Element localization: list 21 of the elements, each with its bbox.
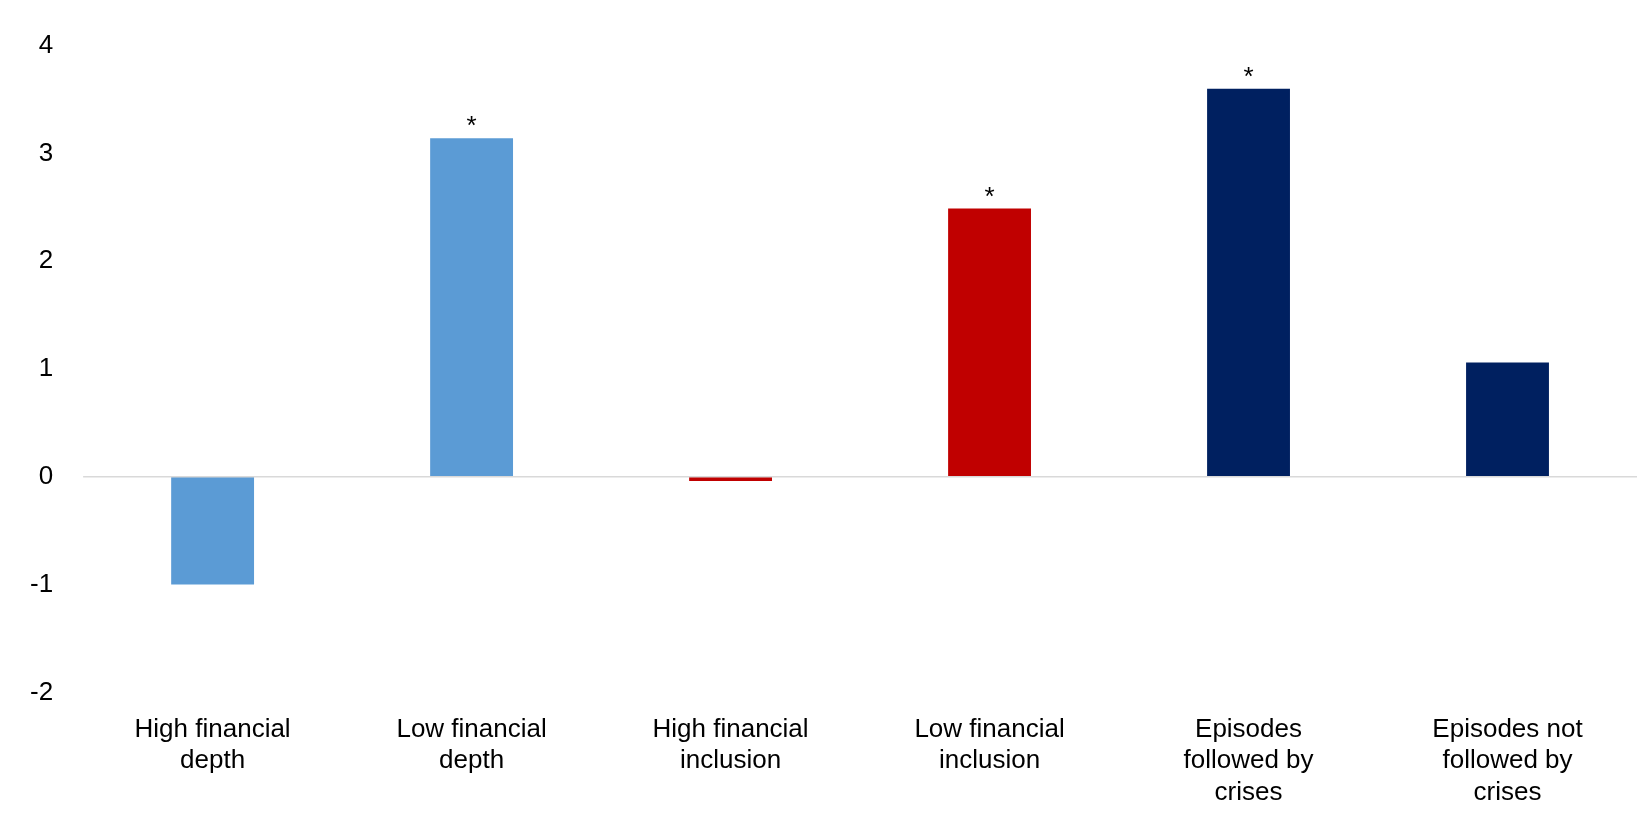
annotation: * bbox=[984, 180, 995, 211]
y-tick-label: 0 bbox=[38, 459, 54, 490]
y-tick-label: 3 bbox=[38, 136, 54, 167]
y-tick-label: -1 bbox=[29, 567, 54, 598]
annotation: * bbox=[466, 110, 477, 141]
y-tick-label: 2 bbox=[38, 244, 54, 275]
x-tick-label: High financial inclusion bbox=[652, 713, 809, 775]
bar bbox=[171, 476, 255, 585]
annotation: * bbox=[1243, 60, 1254, 91]
bar bbox=[948, 208, 1031, 477]
x-tick-label: Low financial depth bbox=[396, 713, 547, 775]
bar bbox=[1207, 88, 1290, 477]
y-tick-label: -2 bbox=[29, 675, 54, 706]
x-tick-label: Low financial inclusion bbox=[914, 713, 1065, 775]
x-tick-label: Episodes not followed by crises bbox=[1432, 713, 1584, 806]
bar bbox=[1466, 362, 1549, 477]
bar bbox=[430, 138, 514, 477]
y-tick-label: 4 bbox=[38, 28, 54, 59]
y-tick-label: 1 bbox=[38, 352, 54, 383]
x-tick-label: Episodes followed by crises bbox=[1183, 713, 1314, 806]
x-tick-label: High financial depth bbox=[134, 713, 291, 775]
